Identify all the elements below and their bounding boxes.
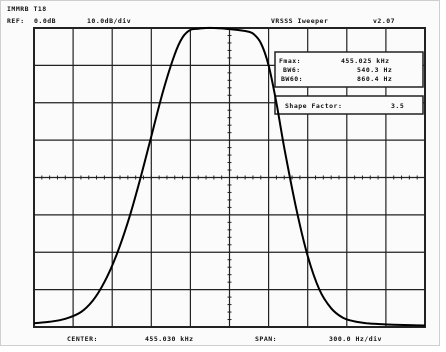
ref-label: REF: <box>7 17 25 25</box>
shape-factor-label: Shape Factor: <box>285 102 343 110</box>
bw6-value: 540.3 Hz <box>357 66 393 74</box>
readout-box <box>274 51 424 88</box>
fmax-value: 455.025 kHz <box>341 57 390 65</box>
app-title: IMMRB T18 <box>7 5 47 13</box>
fmax-label: Fmax: <box>279 57 302 65</box>
span-label: SPAN: <box>255 335 278 343</box>
bw60-label: BW60: <box>281 75 304 83</box>
spectrum-plot <box>33 26 426 328</box>
span-value: 300.0 Hz/div <box>329 335 382 343</box>
screen-frame: IMMRB T18 REF: 0.0dB 10.0dB/div VRSSS Iw… <box>0 0 440 346</box>
bw6-label: BW6: <box>283 66 301 74</box>
shape-factor-value: 3.5 <box>391 102 405 110</box>
shape-factor-box <box>274 95 424 115</box>
version-label: v2.07 <box>373 17 396 25</box>
filter-response-trace <box>33 26 426 327</box>
scale-label: 10.0dB/div <box>87 17 132 25</box>
ref-value: 0.0dB <box>34 17 57 25</box>
center-label: CENTER: <box>67 335 98 343</box>
bw60-value: 860.4 Hz <box>357 75 393 83</box>
center-value: 455.030 kHz <box>145 335 194 343</box>
product-name: VRSSS Iweeper <box>271 17 329 25</box>
